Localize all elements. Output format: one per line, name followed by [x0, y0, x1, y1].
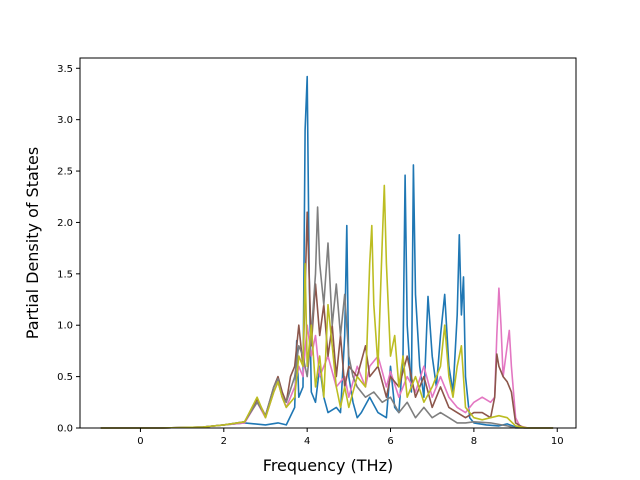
y-tick-label: 0.0	[57, 424, 73, 435]
series-layer	[100, 75, 554, 429]
y-tick-label: 3.5	[57, 64, 73, 75]
x-tick-label: 6	[387, 436, 393, 447]
y-tick-label: 1.5	[57, 269, 73, 280]
x-tick-label: 4	[304, 436, 310, 447]
x-tick-label: 2	[221, 436, 227, 447]
x-axis-label: Frequency (THz)	[263, 456, 393, 475]
y-tick-label: 2.5	[57, 167, 73, 178]
series-line-5	[100, 184, 554, 429]
x-tick-label: 0	[137, 436, 143, 447]
y-tick-label: 0.5	[57, 372, 73, 383]
x-tick-label: 8	[471, 436, 477, 447]
ticks-layer: 0 2 4 6 8 10 0.0 0.5 1.0 1.5 2.0 2.5 3.0 3.5	[57, 64, 564, 447]
y-tick-label: 1.0	[57, 321, 73, 332]
y-tick-label: 2.0	[57, 218, 73, 229]
series-line-4	[100, 206, 554, 429]
plot-frame	[79, 57, 577, 429]
y-axis-label: Partial Density of States	[23, 147, 42, 339]
y-tick-label: 3.0	[57, 115, 73, 126]
x-tick-label: 10	[551, 436, 564, 447]
